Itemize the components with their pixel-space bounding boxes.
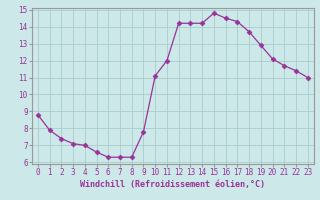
X-axis label: Windchill (Refroidissement éolien,°C): Windchill (Refroidissement éolien,°C) (80, 180, 265, 189)
